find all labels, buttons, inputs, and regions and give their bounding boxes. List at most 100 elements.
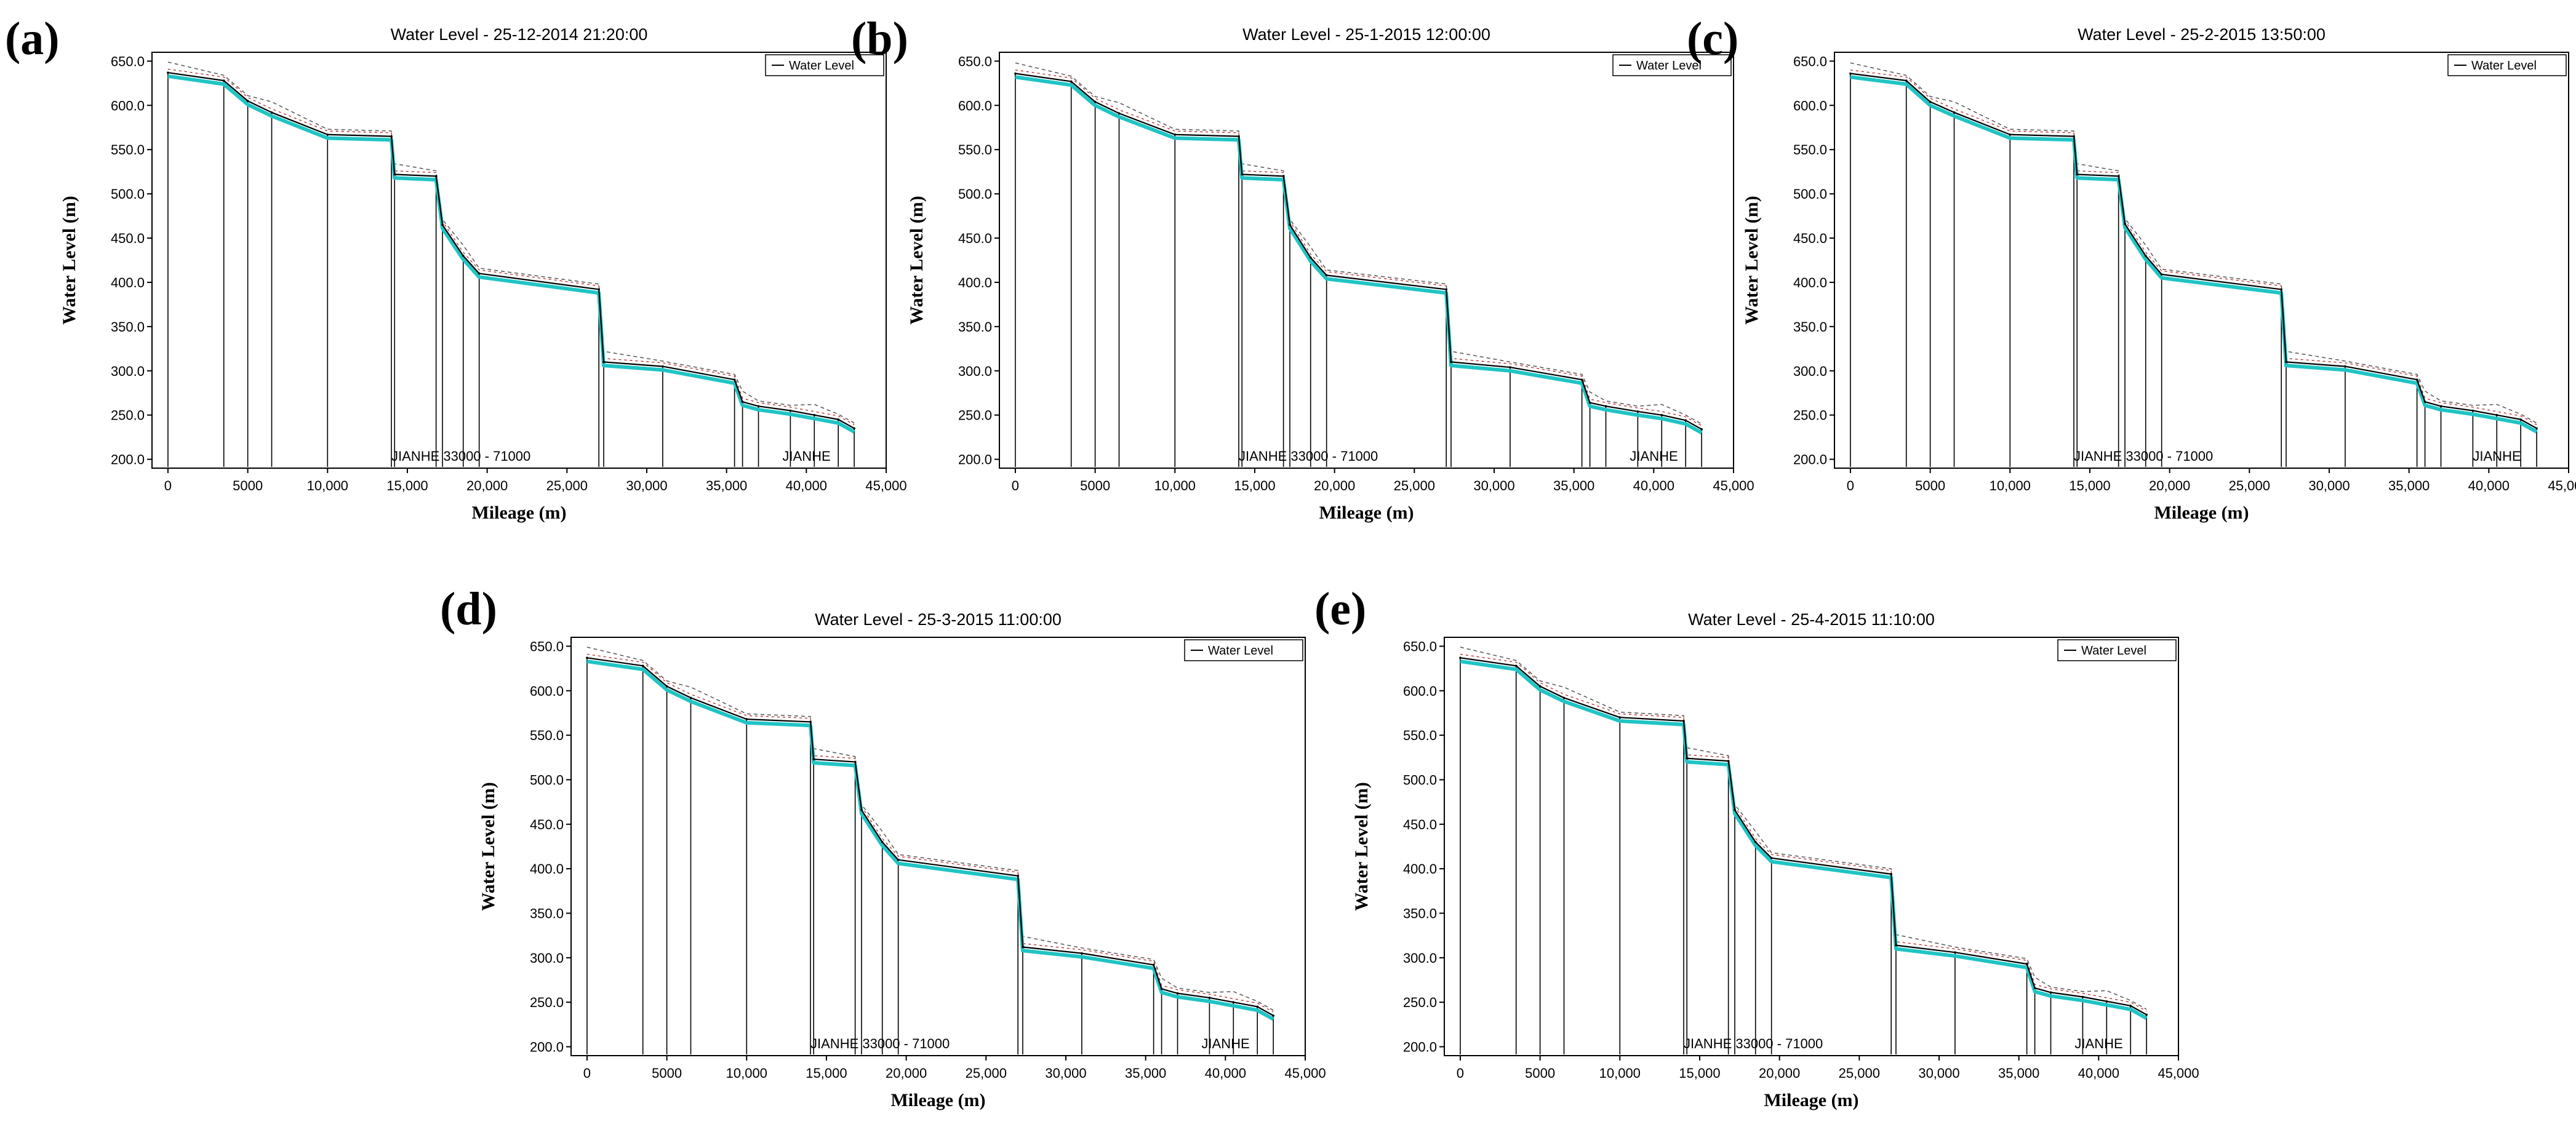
ground-dashed-line [586, 653, 1274, 1013]
data-point [270, 111, 273, 114]
annotation-label: JIANHE 33000 - 71000 [391, 448, 530, 464]
bank-dashed-line [1015, 62, 1702, 424]
data-point [434, 175, 438, 178]
panel-letter: (a) [5, 13, 60, 65]
bank-dashed-line [1460, 647, 2147, 1010]
data-point [1953, 111, 1956, 114]
x-tick-label: 30,000 [626, 478, 667, 493]
x-axis-label: Mileage (m) [2154, 503, 2249, 523]
data-point [812, 758, 815, 761]
y-tick-label: 300.0 [111, 364, 145, 379]
y-tick-label: 500.0 [958, 186, 992, 202]
chart-title: Water Level - 25-1-2015 12:00:00 [1242, 25, 1490, 44]
data-point [1232, 1001, 1235, 1003]
data-point [1770, 857, 1773, 859]
x-tick-label: 15,000 [1234, 478, 1275, 493]
y-tick-label: 450.0 [111, 231, 145, 246]
legend-label: Water Level [1636, 59, 1702, 73]
y-tick-label: 200.0 [1793, 452, 1827, 468]
data-point [2439, 405, 2442, 408]
data-point [2280, 288, 2282, 291]
legend-box [765, 54, 884, 76]
y-tick-label: 250.0 [1403, 995, 1437, 1010]
x-tick-label: 10,000 [307, 478, 348, 493]
data-point [2145, 1013, 2148, 1016]
y-tick-label: 400.0 [958, 275, 992, 290]
annotation-label: JIANHE [2473, 448, 2521, 464]
y-tick-label: 650.0 [958, 54, 992, 69]
x-tick-label: 40,000 [2078, 1065, 2119, 1081]
water-band [1850, 75, 2538, 434]
data-point [1241, 173, 1244, 176]
legend-box [1612, 54, 1732, 76]
data-point [2129, 1005, 2132, 1007]
y-axis-label: Water Level (m) [59, 196, 79, 324]
y-axis-label: Water Level (m) [478, 782, 498, 910]
data-point [1309, 256, 1312, 259]
y-tick-label: 200.0 [530, 1040, 564, 1055]
y-tick-label: 400.0 [1793, 275, 1827, 290]
x-tick-label: 5000 [1525, 1065, 1555, 1081]
data-point [1459, 656, 1462, 659]
ground-dashed-line [1015, 70, 1702, 426]
data-point [1905, 79, 1908, 82]
data-point [2033, 987, 2036, 989]
y-tick-label: 300.0 [530, 950, 564, 966]
y-tick-label: 350.0 [1403, 906, 1437, 922]
data-point [167, 71, 169, 74]
plot-frame [1444, 637, 2179, 1056]
x-tick-label: 0 [1847, 478, 1854, 493]
data-point [2160, 273, 2163, 276]
legend-label: Water Level [2471, 59, 2537, 73]
water-band [586, 659, 1274, 1021]
x-tick-label: 25,000 [1394, 478, 1435, 493]
y-tick-label: 450.0 [958, 231, 992, 246]
data-point [1538, 685, 1542, 688]
y-tick-label: 200.0 [958, 452, 992, 468]
legend-label: Water Level [2081, 644, 2146, 658]
y-tick-label: 450.0 [1403, 817, 1437, 832]
x-tick-label: 45,000 [2158, 1065, 2199, 1081]
x-tick-label: 25,000 [546, 478, 588, 493]
y-tick-label: 300.0 [1793, 364, 1827, 379]
x-tick-label: 35,000 [1998, 1065, 2039, 1081]
panel-letter: (c) [1687, 13, 1738, 65]
y-tick-label: 350.0 [1793, 319, 1827, 335]
x-axis-label: Mileage (m) [1764, 1090, 1858, 1110]
data-point [897, 858, 900, 861]
panel-letter: (b) [851, 13, 908, 65]
data-point [1081, 952, 1083, 955]
data-point [1890, 873, 1892, 875]
y-tick-label: 400.0 [1403, 861, 1437, 877]
y-tick-label: 350.0 [958, 319, 992, 335]
chart-panel-d: (d) Water Level - 25-3-2015 11:00:00 200.0… [440, 583, 1326, 1110]
data-point [1727, 760, 1730, 762]
data-point [1562, 696, 1566, 699]
data-point [881, 840, 884, 843]
water-level-line [1015, 73, 1702, 430]
legend-label: Water Level [789, 59, 854, 73]
data-point [441, 223, 444, 226]
y-tick-label: 650.0 [111, 54, 145, 69]
data-point [745, 718, 748, 720]
ground-dashed-line [1460, 653, 2147, 1012]
y-tick-label: 250.0 [111, 408, 145, 423]
water-band [1015, 75, 1703, 435]
y-tick-label: 550.0 [958, 142, 992, 157]
data-point [598, 288, 600, 291]
y-tick-label: 600.0 [1793, 98, 1827, 113]
data-point [1152, 963, 1155, 966]
data-point [1325, 274, 1328, 277]
annotation-label: JIANHE [2074, 1036, 2122, 1051]
data-point [809, 720, 812, 723]
x-tick-label: 45,000 [1713, 478, 1754, 493]
y-tick-label: 600.0 [1403, 683, 1437, 699]
data-point [2124, 223, 2126, 225]
data-point [1682, 720, 1685, 722]
data-point [1588, 401, 1591, 404]
data-point [1618, 716, 1622, 719]
y-tick-label: 600.0 [111, 98, 145, 113]
data-point [1734, 808, 1736, 811]
water-level-line [586, 657, 1274, 1016]
chart-title: Water Level - 25-12-2014 21:20:00 [391, 25, 648, 44]
